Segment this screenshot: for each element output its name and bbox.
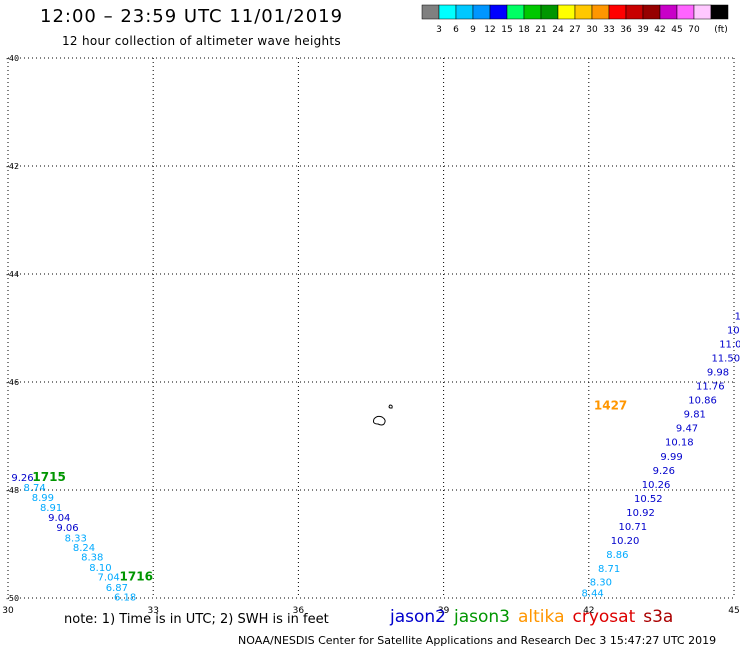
y-tick-label: -48: [6, 486, 19, 495]
satellite-legend-jason2: jason2: [390, 607, 446, 627]
pass-time-label: 1715: [32, 470, 65, 484]
wave-height-label: 10.92: [626, 508, 655, 519]
wave-height-label: 8.44: [582, 588, 604, 599]
x-tick-label: 45: [728, 606, 739, 616]
island-outline: [388, 404, 393, 409]
wave-height-label: 8.24: [73, 543, 95, 554]
wave-height-label: 8.30: [590, 578, 612, 589]
wave-height-label: 7.04: [98, 573, 120, 584]
wave-height-label: 10.20: [611, 536, 640, 547]
wave-height-label: 10.52: [634, 494, 663, 505]
wave-height-label: 8.91: [40, 503, 62, 514]
wave-height-label: 9.99: [660, 452, 682, 463]
satellite-legend: jason2 jason3 altika cryosat s3a: [390, 607, 681, 627]
wave-height-label: 9.81: [684, 410, 706, 421]
satellite-legend-cryosat: cryosat: [572, 607, 636, 627]
track-values: 9.268.748.998.919.049.068.338.248.388.10…: [11, 311, 740, 604]
wave-height-label: 11.09: [719, 339, 740, 350]
wave-height-label: 9.47: [676, 424, 698, 435]
wave-height-label: 6.87: [106, 583, 128, 594]
x-tick-label: 42: [583, 606, 594, 616]
chart-title: 12:00 – 23:59 UTC 11/01/2019: [40, 6, 344, 27]
island-outline: [373, 415, 386, 426]
wave-height-label: 9.04: [48, 513, 70, 524]
chart-subtitle: 12 hour collection of altimeter wave hei…: [62, 34, 341, 48]
wave-height-label: 8.10: [89, 563, 111, 574]
wave-height-label: 10.71: [619, 522, 648, 533]
pass-time-label: 1716: [120, 570, 153, 584]
wave-height-label: 9.26: [11, 473, 33, 484]
wave-height-label: 9.06: [56, 523, 78, 534]
wave-height-label: 10.26: [642, 480, 671, 491]
note-text: note: 1) Time is in UTC; 2) SWH is in fe…: [64, 612, 329, 627]
wave-height-label: 6.18: [114, 593, 136, 604]
wave-height-label: 9.26: [653, 466, 675, 477]
satellite-legend-jason3: jason3: [454, 607, 510, 627]
y-tick-label: -42: [6, 162, 19, 171]
wave-height-label: 8.71: [598, 564, 620, 575]
y-tick-label: -46: [6, 378, 19, 387]
wave-height-label: 8.74: [23, 483, 45, 494]
y-tick-label: -40: [6, 54, 19, 63]
wave-height-label: 8.99: [32, 493, 54, 504]
satellite-legend-s3a: s3a: [643, 607, 674, 627]
x-tick-label: 30: [2, 606, 14, 616]
x-tick-label: 36: [293, 606, 305, 616]
wave-height-label: 9.98: [707, 368, 729, 379]
pass-time-label: 1427: [594, 399, 627, 413]
wave-height-label: 8.33: [65, 533, 87, 544]
wave-height-label: 11.76: [696, 382, 725, 393]
x-tick-label: 39: [438, 606, 450, 616]
satellite-legend-altika: altika: [518, 607, 565, 627]
y-tick-label: -44: [6, 270, 19, 279]
wave-height-label: 8.38: [81, 553, 103, 564]
wave-height-label: 10.86: [688, 396, 717, 407]
wave-height-label: 10.18: [665, 438, 694, 449]
y-tick-label: -50: [6, 594, 19, 603]
wave-height-label: 11.28: [735, 311, 740, 322]
footer-credit: NOAA/NESDIS Center for Satellite Applica…: [238, 634, 717, 647]
wave-height-label: 11.50: [711, 353, 740, 364]
wave-height-label: 8.86: [606, 550, 628, 561]
wave-height-label: 10.00: [727, 325, 740, 336]
x-tick-label: 33: [147, 606, 158, 616]
